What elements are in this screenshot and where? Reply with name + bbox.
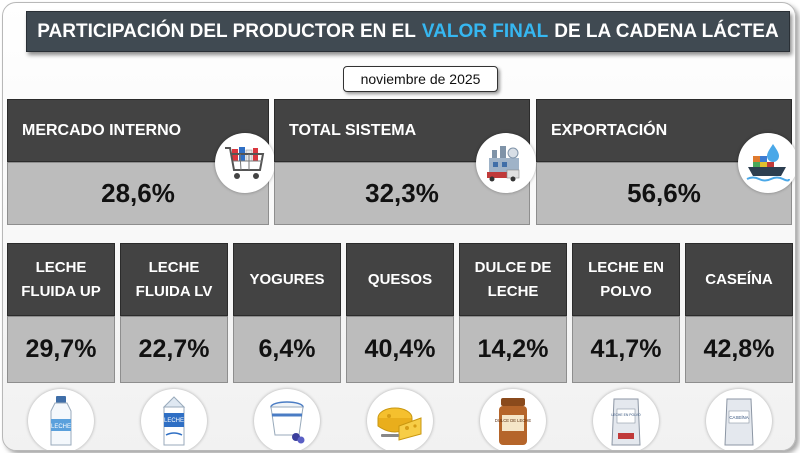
product-value: 42,8% <box>685 316 793 383</box>
yogurt-cup-icon <box>254 389 320 450</box>
dulce-de-leche-jar-icon: DULCE DE LECHE <box>480 389 546 450</box>
product-card-yogures: YOGURES 6,4% <box>233 243 341 450</box>
product-label: QUESOS <box>346 243 454 316</box>
title-part-1: PARTICIPACIÓN DEL PRODUCTOR EN EL <box>37 20 416 42</box>
page-title: PARTICIPACIÓN DEL PRODUCTOR EN EL VALOR … <box>26 11 790 52</box>
product-value: 14,2% <box>459 316 567 383</box>
product-card-dulce-de-leche: DULCE DE LECHE 14,2% DULCE DE LECHE <box>459 243 567 450</box>
milk-bottle-icon: LECHE <box>28 389 94 450</box>
svg-text:LECHE: LECHE <box>164 418 184 424</box>
title-highlight: VALOR FINAL <box>421 20 549 42</box>
powdered-milk-bag-icon: LECHE EN POLVO <box>593 389 659 450</box>
cheese-icon <box>367 389 433 450</box>
product-label: LECHE EN POLVO <box>572 243 680 316</box>
product-value: 29,7% <box>7 316 115 383</box>
product-label: LECHE FLUIDA LV <box>120 243 228 316</box>
bag-label-text: CASEÍNA <box>729 415 748 420</box>
summary-label: MERCADO INTERNO <box>7 99 269 162</box>
milk-carton-icon: LECHE <box>141 389 207 450</box>
jar-label-text: DULCE DE LECHE <box>495 418 532 423</box>
product-value: 40,4% <box>346 316 454 383</box>
product-card-leche-en-polvo: LECHE EN POLVO 41,7% LECHE EN POLVO <box>572 243 680 450</box>
product-value: 41,7% <box>572 316 680 383</box>
date-badge: noviembre de 2025 <box>343 66 498 92</box>
product-label: YOGURES <box>233 243 341 316</box>
summary-card-total-sistema: TOTAL SISTEMA 32,3% <box>274 99 536 227</box>
product-card-leche-fluida-lv: LECHE FLUIDA LV 22,7% LECHE <box>120 243 228 450</box>
product-card-leche-fluida-up: LECHE FLUIDA UP 29,7% LECHE <box>7 243 115 450</box>
bag-label-text: LECHE EN POLVO <box>611 413 641 417</box>
cargo-ship-icon <box>738 133 795 193</box>
summary-card-exportacion: EXPORTACIÓN 56,6% <box>536 99 795 227</box>
product-label: DULCE DE LECHE <box>459 243 567 316</box>
product-value: 6,4% <box>233 316 341 383</box>
caseina-bag-icon: CASEÍNA <box>706 389 772 450</box>
shopping-cart-icon <box>215 133 275 193</box>
product-card-caseina: CASEÍNA 42,8% CASEÍNA <box>685 243 793 450</box>
summary-card-mercado-interno: MERCADO INTERNO 28,6% <box>7 99 275 227</box>
title-part-2: DE LA CADENA LÁCTEA <box>554 20 779 42</box>
summary-value: 28,6% <box>7 162 269 225</box>
product-card-quesos: QUESOS 40,4% <box>346 243 454 450</box>
svg-text:LECHE: LECHE <box>51 424 71 430</box>
product-value: 22,7% <box>120 316 228 383</box>
product-label: LECHE FLUIDA UP <box>7 243 115 316</box>
dairy-factory-icon <box>476 133 536 193</box>
product-label: CASEÍNA <box>685 243 793 316</box>
summary-label: EXPORTACIÓN <box>536 99 792 162</box>
